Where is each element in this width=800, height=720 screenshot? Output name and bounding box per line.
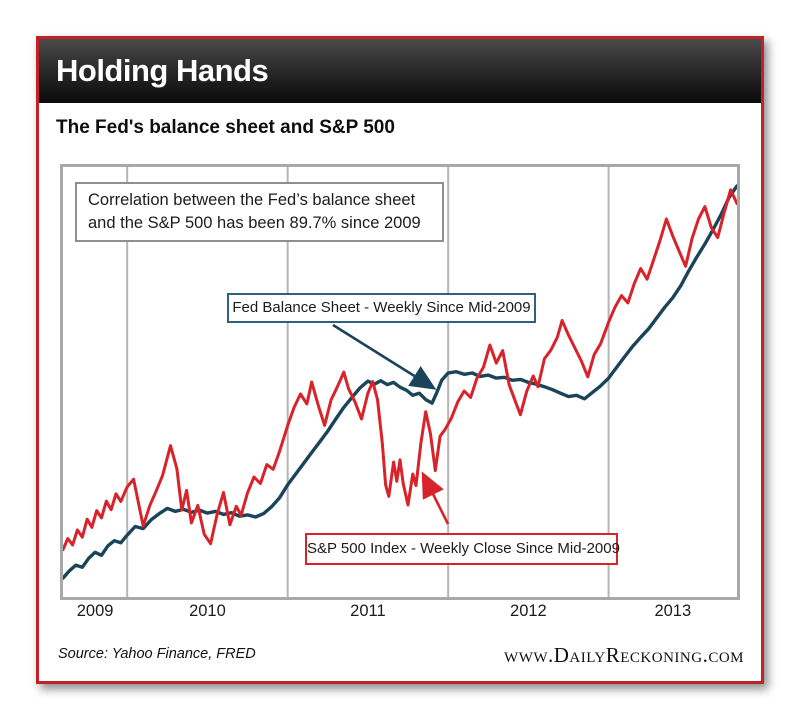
chart-subtitle: The Fed's balance sheet and S&P 500 [56, 117, 395, 138]
spx-label-arrow [421, 471, 450, 525]
fed-balance-sheet-line [63, 184, 737, 580]
x-tick-label: 2012 [510, 602, 547, 620]
title-bar: Holding Hands [39, 39, 761, 103]
x-tick-label: 2009 [76, 602, 114, 620]
source-credit: Source: Yahoo Finance, FRED [58, 646, 256, 662]
fed-series-label: Fed Balance Sheet - Weekly Since Mid-200… [227, 293, 536, 323]
fed-label-arrow [332, 323, 437, 390]
footer: Source: Yahoo Finance, FRED www.DailyRec… [39, 641, 761, 671]
sp500-line [63, 188, 737, 552]
spx-series-label: S&P 500 Index - Weekly Close Since Mid-2… [305, 533, 620, 565]
website-credit: www.DailyReckoning.com [504, 643, 744, 667]
correlation-annotation: Correlation between the Fed’s balance sh… [75, 182, 444, 242]
x-axis-labels: 2009 2010 2011 2012 2013 [63, 602, 737, 626]
x-tick-label: 2010 [189, 602, 226, 620]
x-tick-label: 2011 [350, 602, 386, 620]
chart-panel: Holding Hands The Fed's balance sheet an… [36, 36, 764, 684]
correlation-line-2: and the S&P 500 has been 89.7% since 200… [88, 214, 421, 232]
plot-area: Correlation between the Fed’s balance sh… [60, 164, 740, 600]
x-tick-label: 2013 [654, 602, 692, 620]
figure-title: Holding Hands [56, 53, 269, 88]
correlation-line-1: Correlation between the Fed’s balance sh… [88, 191, 416, 209]
